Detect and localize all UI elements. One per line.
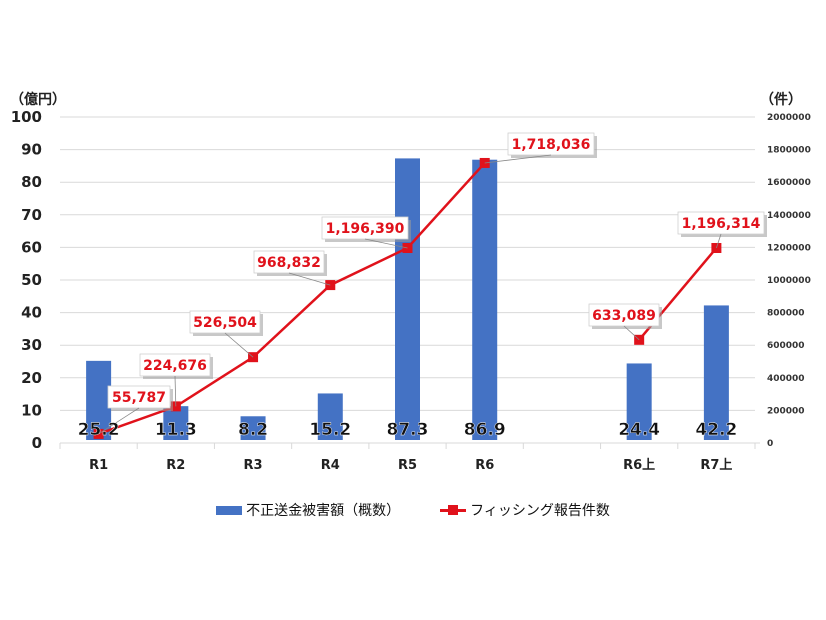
x-axis: R1 R2 R3 R4 R5 R6 R6上 R7上 bbox=[59, 442, 760, 473]
legend-item-line: フィッシング報告件数 bbox=[440, 500, 610, 520]
bar bbox=[626, 363, 652, 440]
legend-line-label: フィッシング報告件数 bbox=[470, 503, 610, 519]
bar-value-label: 25.2 bbox=[78, 420, 120, 440]
bar bbox=[472, 159, 498, 440]
y-right-tick-label: 400000 bbox=[767, 374, 805, 384]
x-tick-label: R5 bbox=[398, 458, 417, 473]
y-right-tick-label: 0 bbox=[767, 439, 773, 449]
y-left-tick-label: 30 bbox=[21, 336, 42, 354]
bar bbox=[163, 406, 189, 440]
callout-label: 526,504 bbox=[193, 315, 257, 331]
y-left-tick-label: 70 bbox=[21, 206, 42, 224]
bar bbox=[317, 393, 343, 440]
y-right-tick-label: 1600000 bbox=[767, 178, 811, 188]
y-left-tick-label: 0 bbox=[32, 434, 42, 452]
callout: 1,718,036 bbox=[484, 132, 597, 164]
bar-value-labels: 25.2 11.3 8.2 15.2 87.3 86.9 24.4 42.2 bbox=[77, 420, 737, 440]
callout: 968,832 bbox=[253, 250, 331, 286]
bar bbox=[240, 416, 266, 440]
bar-value-label: 24.4 bbox=[618, 420, 660, 440]
legend-bar-label: 不正送金被害額（概数） bbox=[246, 503, 401, 519]
x-tick-label: R6上 bbox=[623, 458, 655, 473]
callout: 1,196,314 bbox=[677, 211, 767, 249]
x-tick-label: R2 bbox=[166, 458, 185, 473]
y-right-tick-label: 1400000 bbox=[767, 211, 811, 221]
x-tick-label: R6 bbox=[475, 458, 494, 473]
y-right-tick-label: 2000000 bbox=[767, 113, 811, 123]
y-left-tick-label: 60 bbox=[21, 238, 42, 256]
bar-value-label: 11.3 bbox=[155, 420, 197, 440]
y-axis-left-unit: （億円） bbox=[10, 91, 66, 108]
line-marker-swatch-icon bbox=[440, 505, 467, 515]
legend: 不正送金被害額（概数） フィッシング報告件数 bbox=[0, 500, 826, 520]
y-left-tick-label: 80 bbox=[21, 173, 42, 191]
bar-swatch-icon bbox=[216, 505, 243, 515]
y-right-tick-label: 800000 bbox=[767, 309, 805, 319]
y-axis-right-unit: （件） bbox=[760, 91, 802, 108]
bar-value-label: 86.9 bbox=[464, 420, 506, 440]
callout-label: 633,089 bbox=[592, 308, 656, 324]
bar-value-label: 42.2 bbox=[695, 420, 737, 440]
callout: 526,504 bbox=[189, 310, 263, 358]
y-left-tick-label: 100 bbox=[11, 108, 42, 126]
y-right-tick-label: 1000000 bbox=[767, 276, 811, 286]
x-tick-label: R1 bbox=[89, 458, 108, 473]
callout: 1,196,390 bbox=[321, 216, 411, 249]
bar bbox=[86, 360, 112, 440]
y-right-tick-label: 1800000 bbox=[767, 146, 811, 156]
y-right-tick-label: 600000 bbox=[767, 341, 805, 351]
bar bbox=[395, 158, 420, 441]
y-right-tick-label: 1200000 bbox=[767, 243, 811, 253]
bar-value-label: 87.3 bbox=[387, 420, 429, 440]
legend-item-bar: 不正送金被害額（概数） bbox=[216, 500, 400, 520]
x-tick-label: R7上 bbox=[700, 458, 732, 473]
callout: 55,787 bbox=[98, 385, 173, 435]
y-left-tick-label: 90 bbox=[21, 141, 42, 159]
callout: 224,676 bbox=[139, 353, 213, 407]
callout: 633,089 bbox=[588, 303, 662, 341]
x-tick-label: R3 bbox=[244, 458, 263, 473]
y-left-tick-label: 20 bbox=[21, 369, 42, 387]
bar-value-label: 8.2 bbox=[238, 420, 268, 440]
y-axis-left: 0 10 20 30 40 50 60 70 80 90 100 bbox=[11, 108, 42, 452]
x-tick-label: R4 bbox=[321, 458, 340, 473]
y-left-tick-label: 50 bbox=[21, 271, 42, 289]
bar-value-label: 15.2 bbox=[309, 420, 351, 440]
callout-label: 1,718,036 bbox=[512, 137, 591, 153]
callout-label: 968,832 bbox=[257, 255, 321, 271]
y-left-tick-label: 10 bbox=[21, 401, 42, 419]
bar-series bbox=[86, 158, 729, 441]
callout-label: 224,676 bbox=[143, 358, 207, 374]
callout-label: 1,196,314 bbox=[682, 216, 761, 232]
y-axis-right: 0 200000 400000 600000 800000 1000000 1200000 1… bbox=[767, 113, 811, 449]
line-callouts: 55,787 224,676 526,504 968,832 1,196,390 1,71… bbox=[98, 132, 767, 435]
y-right-tick-label: 200000 bbox=[767, 406, 805, 416]
callout-label: 1,196,390 bbox=[326, 221, 405, 237]
y-left-tick-label: 40 bbox=[21, 304, 42, 322]
callout-label: 55,787 bbox=[112, 390, 166, 406]
bar bbox=[703, 305, 729, 440]
